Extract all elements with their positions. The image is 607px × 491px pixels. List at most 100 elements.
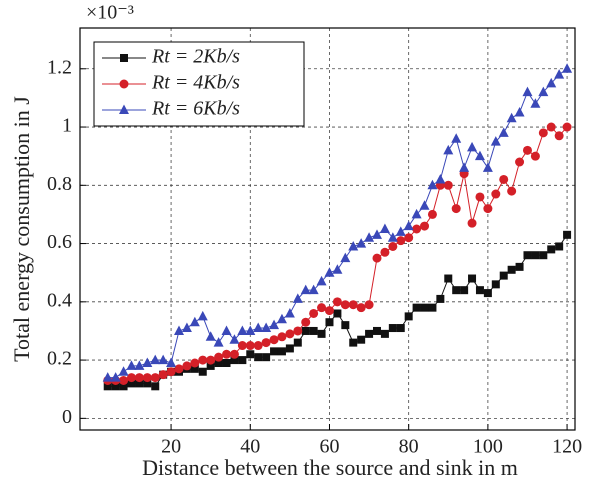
- marker: [174, 325, 184, 335]
- marker: [451, 133, 462, 143]
- marker: [261, 322, 272, 333]
- marker: [340, 252, 351, 263]
- marker: [403, 220, 414, 231]
- marker: [308, 284, 319, 295]
- marker: [332, 297, 342, 307]
- marker: [229, 334, 240, 344]
- marker: [411, 208, 422, 219]
- marker: [309, 326, 318, 335]
- marker: [300, 284, 311, 295]
- marker: [158, 370, 168, 380]
- marker: [246, 350, 255, 359]
- marker: [126, 360, 137, 370]
- marker: [324, 306, 334, 316]
- marker: [387, 232, 398, 242]
- marker: [372, 229, 382, 239]
- marker: [206, 355, 216, 365]
- legend-label: Rt = 4Kb/s: [151, 72, 240, 94]
- marker: [555, 242, 564, 251]
- marker: [507, 186, 517, 196]
- marker: [483, 289, 492, 298]
- marker: [475, 192, 485, 202]
- marker: [222, 349, 232, 359]
- marker: [427, 179, 438, 190]
- marker: [237, 341, 247, 351]
- x-tick-label: 40: [240, 436, 260, 458]
- marker: [436, 294, 445, 303]
- marker: [365, 329, 374, 338]
- marker: [214, 352, 224, 362]
- marker: [174, 364, 184, 374]
- marker: [482, 162, 493, 172]
- y-tick-label: 0.2: [47, 348, 72, 370]
- marker: [277, 332, 287, 342]
- marker: [213, 337, 224, 347]
- marker: [364, 232, 375, 242]
- marker: [515, 262, 524, 271]
- marker: [120, 54, 128, 62]
- marker: [514, 106, 525, 117]
- marker: [324, 267, 335, 277]
- marker: [111, 382, 120, 391]
- marker: [380, 329, 389, 338]
- marker: [166, 367, 176, 377]
- marker: [395, 226, 406, 236]
- marker: [158, 354, 169, 365]
- marker: [309, 308, 319, 318]
- marker: [468, 274, 477, 283]
- marker: [198, 367, 207, 376]
- marker: [301, 317, 311, 327]
- marker: [356, 238, 367, 248]
- marker: [475, 286, 484, 295]
- x-tick-label: 60: [319, 436, 339, 458]
- marker: [562, 122, 572, 132]
- marker: [110, 372, 121, 382]
- marker: [444, 274, 453, 283]
- marker: [262, 353, 271, 362]
- marker: [554, 69, 565, 79]
- marker: [269, 319, 280, 330]
- marker: [245, 325, 256, 335]
- marker: [142, 357, 153, 367]
- marker: [205, 331, 216, 341]
- marker: [150, 354, 161, 365]
- marker: [451, 204, 461, 214]
- marker: [135, 379, 144, 388]
- x-tick-label: 20: [161, 436, 181, 458]
- marker: [221, 325, 232, 335]
- marker: [340, 300, 350, 310]
- y-tick-label: 0.8: [47, 173, 72, 195]
- marker: [474, 150, 485, 161]
- marker: [420, 221, 430, 231]
- marker: [499, 174, 509, 184]
- marker: [349, 338, 358, 347]
- marker: [515, 157, 525, 167]
- y-multiplier: ×10⁻³: [86, 2, 134, 24]
- marker: [214, 359, 223, 367]
- marker: [538, 128, 548, 138]
- marker: [483, 204, 493, 214]
- marker: [292, 293, 303, 303]
- marker: [316, 275, 327, 286]
- x-tick-label: 120: [552, 436, 582, 458]
- marker: [562, 63, 573, 73]
- marker: [539, 251, 548, 260]
- marker: [507, 265, 516, 274]
- marker: [523, 251, 532, 260]
- marker: [332, 264, 343, 274]
- marker: [230, 356, 239, 365]
- marker: [151, 382, 160, 391]
- marker: [412, 303, 421, 312]
- marker: [237, 325, 248, 335]
- marker: [388, 241, 398, 251]
- marker: [127, 379, 136, 388]
- marker: [498, 127, 509, 137]
- plot-frame: [79, 27, 576, 431]
- marker: [443, 180, 453, 190]
- marker: [443, 144, 454, 155]
- x-tick-label: 100: [473, 436, 503, 458]
- marker: [293, 326, 303, 336]
- marker: [245, 341, 255, 351]
